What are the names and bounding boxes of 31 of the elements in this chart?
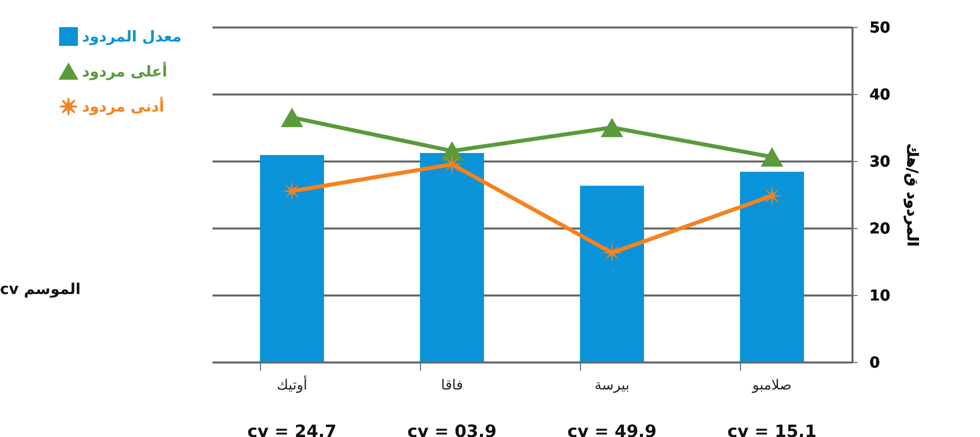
point <box>440 153 464 176</box>
text: cv = 24.7 <box>247 422 337 437</box>
y-tick-label: 50 <box>870 18 890 36</box>
point <box>280 108 304 128</box>
bar <box>260 154 324 362</box>
legend-label: أعلى مردود <box>82 62 168 80</box>
x-tick-label: فاقا <box>441 378 463 394</box>
point <box>280 180 304 202</box>
text: cv = 49.9 <box>567 422 657 437</box>
y-axis-title: المردود ق/هك <box>903 143 922 247</box>
y-tick-label: 0 <box>870 354 880 372</box>
bar <box>580 186 644 362</box>
point <box>440 141 464 161</box>
legend-label: معدل المردود <box>82 28 182 46</box>
point <box>760 184 784 208</box>
text: cv الموسم <box>0 280 81 298</box>
bar <box>740 172 804 362</box>
point <box>760 147 784 167</box>
legend-label: أدنى مردود <box>82 96 164 116</box>
x-tick-label: بيرسة <box>594 378 630 394</box>
bar <box>420 152 484 362</box>
point <box>600 242 624 264</box>
y-tick-label: 30 <box>870 152 890 170</box>
y-tick-label: 40 <box>870 86 890 104</box>
x-tick-label: أوتيك <box>276 376 308 394</box>
x-tick-label: صلامبو <box>751 378 792 394</box>
text: cv = 15.1 <box>727 422 817 437</box>
point <box>600 118 624 138</box>
y-tick-label: 10 <box>870 286 890 304</box>
text: cv = 03.9 <box>407 422 497 437</box>
y-tick-label: 20 <box>870 220 890 238</box>
